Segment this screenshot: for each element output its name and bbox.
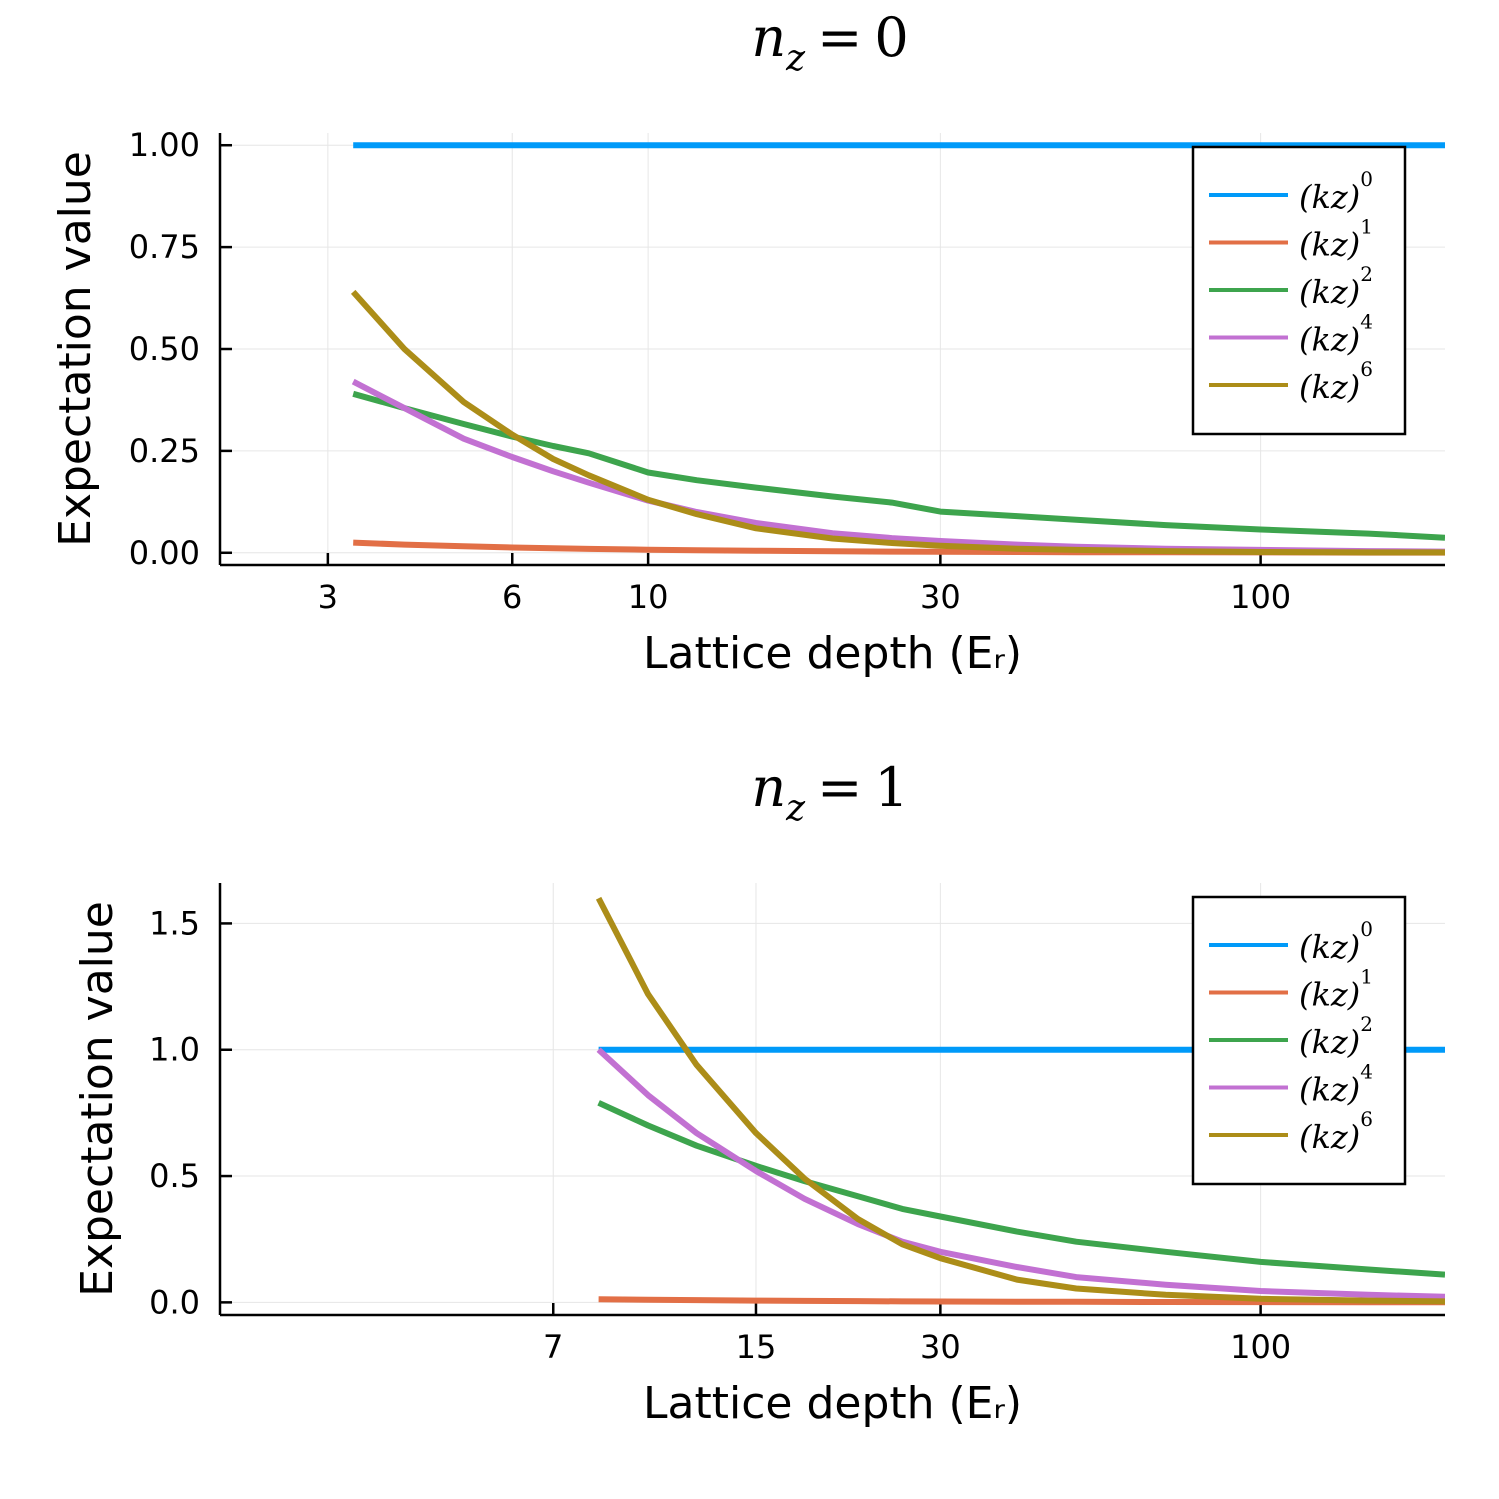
series-line-kz1 (598, 1296, 1445, 1306)
legend-base: (kz) (1299, 226, 1360, 264)
series-line-kz4 (596, 1047, 1445, 1300)
y-tick-label: 1.00 (129, 126, 200, 164)
legend-base: (kz) (1299, 976, 1360, 1014)
legend: (kz)0(kz)1(kz)2(kz)4(kz)6 (1191, 145, 1407, 436)
legend-power: 1 (1360, 965, 1373, 989)
legend-label-kz0: (kz)0 (1299, 167, 1373, 216)
chart-title: nz = 0 (751, 6, 908, 79)
legend-label-kz2: (kz)2 (1299, 262, 1373, 311)
series-lines (350, 142, 1445, 556)
y-tick-label: 0.0 (149, 1283, 200, 1321)
series-line-kz6 (350, 289, 1445, 556)
legend-label-kz4: (kz)4 (1299, 1060, 1373, 1109)
y-axis-label: Expectation value (50, 151, 101, 547)
legend-label-kz6: (kz)6 (1299, 1107, 1373, 1156)
subplot-1: 7 15 30 100 0.0 0.5 1.0 1.5 Lattice depth (Eᵣ) Ex… (72, 756, 1445, 1429)
legend-label-kz4: (kz)4 (1299, 310, 1373, 359)
x-tick-label: 7 (543, 1328, 563, 1366)
title-relation: = (817, 756, 862, 819)
y-tick-label: 0.75 (129, 228, 200, 266)
series-line-kz2 (352, 390, 1445, 541)
x-tick-label: 100 (1230, 578, 1291, 616)
legend-label-kz2: (kz)2 (1299, 1012, 1373, 1061)
legend-power: 4 (1360, 310, 1373, 334)
x-tick-label: 10 (628, 578, 669, 616)
y-axis-label: Expectation value (72, 901, 123, 1297)
chart-title: nz = 1 (751, 756, 908, 829)
y-tick-label: 0.5 (149, 1157, 200, 1195)
y-tick-label: 0.25 (129, 432, 200, 470)
legend-label-kz1: (kz)1 (1299, 215, 1373, 264)
y-tick-label: 0.00 (129, 534, 200, 572)
legend-power: 0 (1360, 167, 1373, 191)
title-value: 0 (874, 6, 908, 69)
legend-base: (kz) (1299, 1118, 1360, 1156)
y-tick-label: 1.0 (149, 1031, 200, 1069)
legend-base: (kz) (1299, 1071, 1360, 1109)
x-axis-label: Lattice depth (Eᵣ) (643, 628, 1022, 679)
x-tick-label: 30 (920, 578, 961, 616)
legend-base: (kz) (1299, 1023, 1360, 1061)
legend-power: 1 (1360, 215, 1373, 239)
x-tick-label: 3 (318, 578, 338, 616)
y-tick-label: 1.5 (149, 904, 200, 942)
title-relation: = (817, 6, 862, 69)
x-tick-label: 30 (920, 1328, 961, 1366)
y-tick-label: 0.50 (129, 330, 200, 368)
legend-label-kz6: (kz)6 (1299, 357, 1373, 406)
x-axis-label: Lattice depth (Eᵣ) (643, 1378, 1022, 1429)
legend-power: 2 (1360, 1012, 1373, 1036)
legend-power: 6 (1360, 1107, 1373, 1131)
legend-base: (kz) (1299, 928, 1360, 966)
legend-power: 0 (1360, 917, 1373, 941)
legend-power: 4 (1360, 1060, 1373, 1084)
legend-label-kz0: (kz)0 (1299, 917, 1373, 966)
x-tick-label: 100 (1230, 1328, 1291, 1366)
series-line-kz6 (595, 896, 1445, 1305)
title-subscript: z (785, 38, 806, 79)
legend-base: (kz) (1299, 178, 1360, 216)
legend-label-kz1: (kz)1 (1299, 965, 1373, 1014)
series-line-kz2 (597, 1100, 1445, 1278)
x-tick-label: 15 (736, 1328, 777, 1366)
title-subscript: z (785, 788, 806, 829)
series-lines (595, 896, 1445, 1306)
legend-power: 2 (1360, 262, 1373, 286)
title-variable: n (751, 756, 786, 819)
title-variable: n (751, 6, 786, 69)
legend: (kz)0(kz)1(kz)2(kz)4(kz)6 (1191, 895, 1407, 1186)
legend-base: (kz) (1299, 273, 1360, 311)
title-value: 1 (874, 756, 908, 819)
legend-base: (kz) (1299, 321, 1360, 359)
legend-base: (kz) (1299, 368, 1360, 406)
x-tick-label: 6 (502, 578, 522, 616)
legend-power: 6 (1360, 357, 1373, 381)
